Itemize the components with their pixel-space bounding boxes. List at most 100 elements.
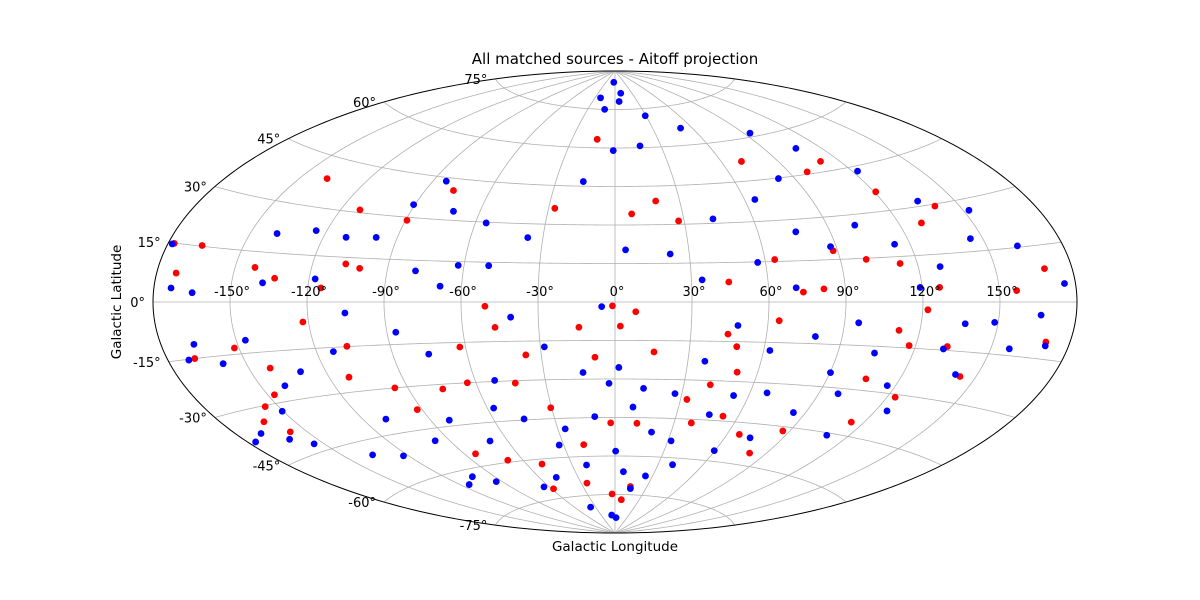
blue-source-point (342, 233, 350, 241)
blue-source-point (952, 371, 959, 378)
blue-source-point (916, 284, 924, 291)
red-source-point (231, 344, 238, 352)
red-source-point (607, 419, 615, 427)
red-source-point (675, 217, 682, 225)
plot-boundary (152, 70, 1078, 534)
parallel-gridline (383, 455, 847, 503)
blue-source-point (190, 340, 198, 348)
blue-source-point (936, 263, 944, 271)
blue-source-point (626, 485, 634, 492)
red-source-point (803, 168, 811, 176)
blue-source-point (286, 435, 294, 443)
blue-source-point (450, 207, 457, 215)
blue-source-point (252, 438, 260, 446)
red-source-point (261, 403, 269, 411)
blue-source-point (485, 262, 493, 270)
blue-source-point (579, 178, 587, 185)
blue-source-point (278, 407, 286, 415)
blue-source-point (754, 259, 762, 266)
blue-source-point (412, 267, 419, 275)
blue-source-point (966, 235, 974, 242)
blue-source-point (939, 345, 947, 353)
blue-source-point (827, 243, 834, 251)
red-source-point (918, 219, 925, 227)
blue-source-point (311, 275, 319, 283)
blue-source-point (701, 357, 709, 365)
blue-source-point (855, 319, 863, 327)
red-source-point (872, 188, 880, 196)
latitude-tick-labels: -75° -60° -45° -30° -15° 0° 15° 30° 45° 60° 75° (130, 73, 487, 534)
red-source-point (862, 255, 870, 263)
blue-source-point (425, 350, 433, 358)
parallel-gridline (495, 78, 735, 110)
blue-source-point (297, 368, 304, 376)
red-source-point (580, 441, 588, 449)
blue-source-point (259, 279, 266, 287)
blue-source-point (436, 282, 444, 290)
blue-source-point (823, 431, 831, 439)
blue-source-point (710, 447, 718, 455)
red-source-point (650, 348, 658, 356)
blue-source-point (555, 441, 563, 449)
red-source-point (616, 322, 624, 330)
red-source-point (450, 187, 457, 194)
red-source-point (356, 264, 364, 272)
blue-source-point (1005, 345, 1013, 353)
red-source-point (652, 197, 660, 205)
blue-source-point (552, 474, 560, 481)
blue-source-point (382, 415, 390, 423)
red-source-point (172, 269, 180, 277)
blue-source-point (792, 144, 800, 152)
blue-source-point (883, 407, 891, 415)
red-source-point (403, 216, 411, 224)
red-source-point (724, 330, 732, 338)
red-source-point (343, 342, 351, 350)
y-tick-label: 30° (184, 181, 207, 196)
red-source-point (687, 419, 695, 427)
blue-source-point (612, 447, 620, 455)
red-source-point (733, 343, 741, 351)
parallel-gridline (168, 340, 1062, 363)
blue-source-point (751, 196, 759, 203)
parallel-gridline (214, 378, 1016, 418)
blue-source-point (520, 415, 528, 423)
blue-source-point (775, 175, 782, 182)
x-axis-label: Galactic Longitude (552, 539, 678, 555)
blue-source-point (871, 349, 878, 357)
blue-source-point (891, 240, 898, 248)
blue-source-point (465, 481, 473, 488)
blue-source-point (792, 284, 800, 292)
x-tick-label: -150° (214, 285, 250, 300)
red-source-point (547, 404, 555, 412)
red-source-point (617, 496, 625, 504)
blue-source-point (609, 147, 617, 154)
blue-source-point (669, 461, 676, 469)
red-source-point (317, 284, 325, 292)
y-tick-label: 75° (464, 73, 487, 88)
blue-source-point (442, 177, 450, 185)
red-source-point (779, 427, 787, 435)
blue-source-point (167, 284, 175, 292)
blue-source-point (1013, 242, 1021, 250)
red-source-point (391, 384, 399, 392)
blue-source-point (648, 428, 655, 436)
red-source-point (1041, 265, 1048, 273)
red-source-point (251, 264, 259, 271)
x-tick-label: -60° (449, 285, 477, 300)
blue-source-point (579, 369, 587, 376)
red-source-point (799, 288, 807, 296)
red-source-point (905, 342, 913, 349)
blue-source-point (790, 409, 797, 416)
blue-source-point (640, 385, 647, 392)
x-tick-label: 90° (836, 285, 859, 300)
blue-source-point (312, 227, 320, 235)
blue-source-point (490, 404, 498, 412)
red-source-point (522, 351, 530, 359)
red-source-point (591, 353, 599, 361)
red-source-point (356, 206, 364, 214)
blue-source-point (482, 219, 490, 227)
blue-source-point (620, 468, 627, 476)
blue-source-point (827, 369, 834, 377)
blue-source-point (341, 309, 349, 317)
